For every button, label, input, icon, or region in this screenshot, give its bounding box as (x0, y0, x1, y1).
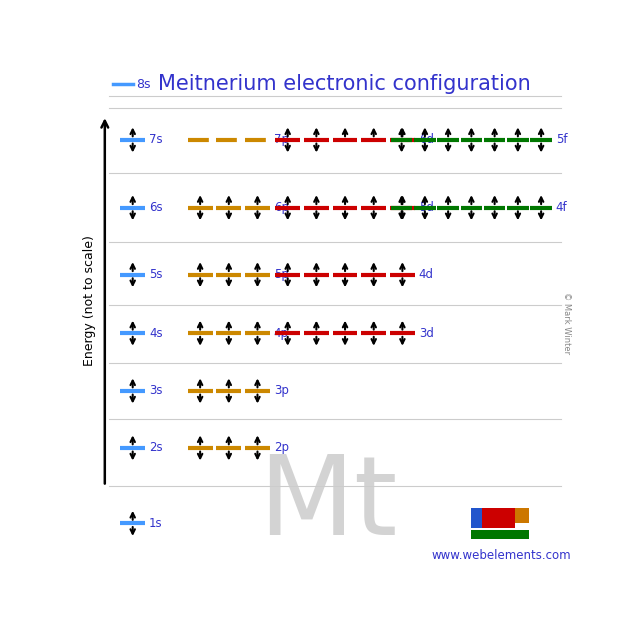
Bar (482, 508, 515, 528)
Text: 7s: 7s (149, 133, 163, 147)
Text: 2p: 2p (274, 442, 289, 454)
Bar (472, 529, 529, 539)
Text: 5f: 5f (556, 133, 567, 147)
Text: 4s: 4s (149, 326, 163, 340)
Text: 2s: 2s (149, 442, 163, 454)
Text: 5s: 5s (149, 268, 163, 281)
Text: 3d: 3d (419, 326, 433, 340)
Text: www.webelements.com: www.webelements.com (431, 549, 571, 563)
Bar (515, 508, 529, 524)
Text: 5d: 5d (419, 201, 433, 214)
Text: 7p: 7p (274, 133, 289, 147)
Text: 6p: 6p (274, 201, 289, 214)
Text: Energy (not to scale): Energy (not to scale) (83, 235, 96, 365)
Text: 4f: 4f (556, 201, 568, 214)
Text: © Mark Winter: © Mark Winter (562, 292, 572, 355)
Text: 5p: 5p (274, 268, 289, 281)
Text: Mt: Mt (259, 451, 397, 557)
Text: Meitnerium electronic configuration: Meitnerium electronic configuration (157, 74, 531, 95)
Text: 6s: 6s (149, 201, 163, 214)
Text: 8s: 8s (136, 78, 151, 91)
Text: 1s: 1s (149, 517, 163, 530)
Text: 4p: 4p (274, 326, 289, 340)
Bar (472, 508, 482, 528)
Text: 3p: 3p (274, 385, 289, 397)
Text: 6d: 6d (419, 133, 434, 147)
Text: 3s: 3s (149, 385, 163, 397)
Text: 4d: 4d (419, 268, 434, 281)
